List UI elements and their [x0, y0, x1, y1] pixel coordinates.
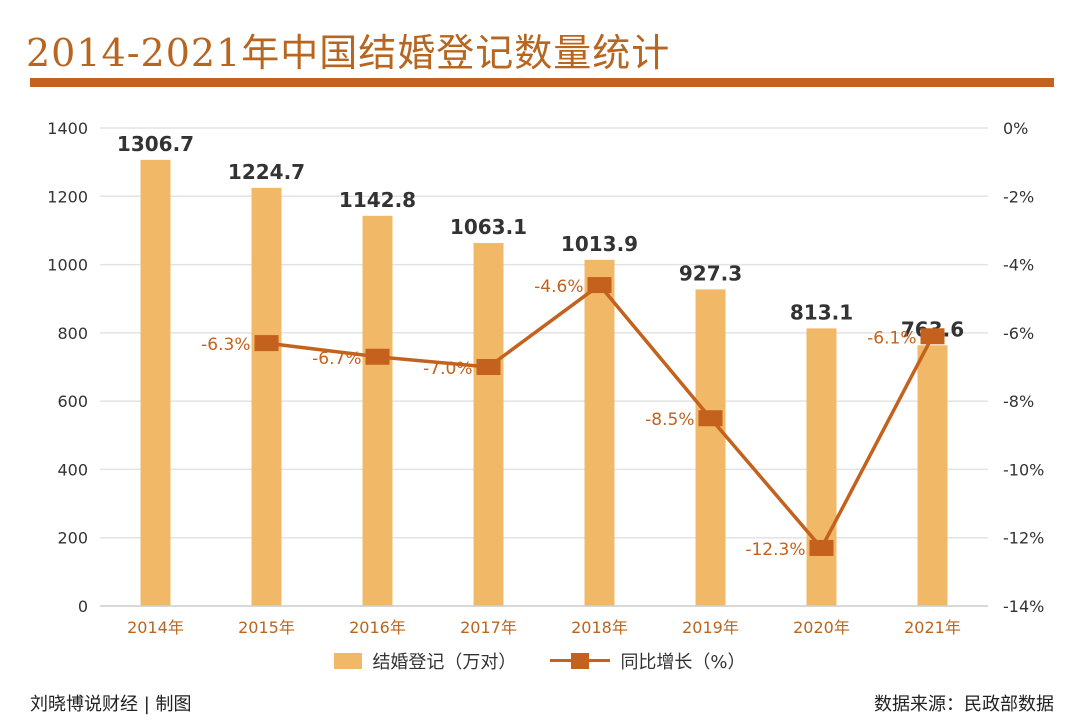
growth-data-label: -6.1%: [867, 328, 916, 348]
bar-2017年: [473, 243, 504, 606]
legend-bar-swatch: [334, 653, 363, 669]
chart-title: 2014-2021年中国结婚登记数量统计: [26, 31, 671, 75]
y-left-tick-label: 0: [78, 597, 88, 616]
x-tick-label: 2016年: [349, 618, 406, 637]
y-right-tick-label: -4%: [1003, 256, 1034, 275]
footer-credit: 刘晓博说财经 | 制图: [30, 694, 192, 715]
x-tick-label: 2018年: [571, 618, 628, 637]
y-left-tick-label: 200: [57, 529, 88, 548]
bar-data-label: 927.3: [679, 261, 742, 285]
y-right-tick-label: 0%: [1003, 119, 1028, 138]
legend-line-label: 同比增长（%）: [620, 652, 746, 673]
growth-data-label: -8.5%: [645, 410, 694, 430]
x-tick-label: 2017年: [460, 618, 517, 637]
y-left-tick-label: 1400: [47, 119, 88, 138]
growth-marker-2017年: [476, 359, 501, 375]
legend-item-line: 同比增长（%）: [550, 648, 746, 674]
bar-data-label: 1013.9: [561, 232, 638, 256]
bar-data-label: 1142.8: [339, 188, 416, 212]
growth-marker-2021年: [920, 328, 945, 345]
bar-data-labels: 1306.7 1224.7 1142.8 1063.1 1013.9 927.3 813.1…: [117, 132, 964, 341]
growth-marker-2018年: [587, 277, 612, 294]
bar-2014年: [140, 159, 171, 606]
y-left-tick-label: 400: [57, 460, 88, 479]
bar-2016年: [362, 215, 393, 606]
y-right-tick-label: -6%: [1003, 324, 1034, 343]
gridlines: [100, 127, 988, 607]
bar-series: [140, 159, 948, 607]
bar-2021年: [917, 345, 948, 606]
y-left-tick-label: 1200: [47, 187, 88, 206]
line-series: [254, 277, 945, 556]
y-left-tick-label: 600: [57, 392, 88, 411]
axes: 0 200 400 600 800 1000 1200 1400 0% -2% -4% -6% -8% -…: [47, 119, 1044, 637]
x-tick-label: 2020年: [793, 618, 850, 637]
growth-data-label: -12.3%: [745, 540, 805, 560]
title-divider: [30, 78, 1054, 87]
growth-marker-2016年: [365, 348, 390, 365]
bar-data-label: 1224.7: [228, 160, 305, 184]
y-left-tick-label: 800: [57, 324, 88, 343]
footer-source: 数据来源：民政部数据: [874, 694, 1054, 715]
bar-data-label: 1306.7: [117, 132, 194, 156]
legend-line-swatch: [550, 653, 611, 669]
growth-marker-2020年: [809, 539, 834, 556]
y-right-tick-label: -10%: [1003, 460, 1044, 479]
y-right-tick-label: -8%: [1003, 392, 1034, 411]
growth-data-label: -6.7%: [312, 349, 361, 369]
x-tick-label: 2019年: [682, 618, 739, 637]
y-right-tick-label: -2%: [1003, 187, 1034, 206]
y-left-tick-label: 1000: [47, 256, 88, 275]
bar-data-label: 1063.1: [450, 215, 527, 239]
x-tick-label: 2021年: [904, 618, 961, 637]
x-tick-label: 2014年: [127, 618, 184, 637]
chart-legend: 结婚登记（万对） 同比增长（%）: [0, 648, 1080, 674]
y-right-tick-label: -12%: [1003, 529, 1044, 548]
bar-2019年: [695, 289, 726, 606]
x-tick-label: 2015年: [238, 618, 295, 637]
legend-item-bars: 结婚登记（万对）: [334, 648, 516, 674]
bar-2018年: [584, 259, 615, 606]
bar-data-label: 813.1: [790, 300, 853, 324]
line-data-labels: -6.3% -6.7% -7.0% -4.6% -8.5% -12.3% -6.1%: [201, 277, 916, 560]
bar-2015年: [251, 187, 282, 607]
y-right-tick-label: -14%: [1003, 597, 1044, 616]
growth-data-label: -6.3%: [201, 335, 250, 355]
legend-bar-label: 结婚登记（万对）: [372, 652, 517, 673]
growth-marker-2019年: [698, 410, 723, 427]
growth-data-label: -7.0%: [423, 359, 472, 379]
growth-data-label: -4.6%: [534, 277, 583, 297]
bar-2020年: [806, 328, 837, 606]
growth-marker-2015年: [254, 335, 279, 352]
